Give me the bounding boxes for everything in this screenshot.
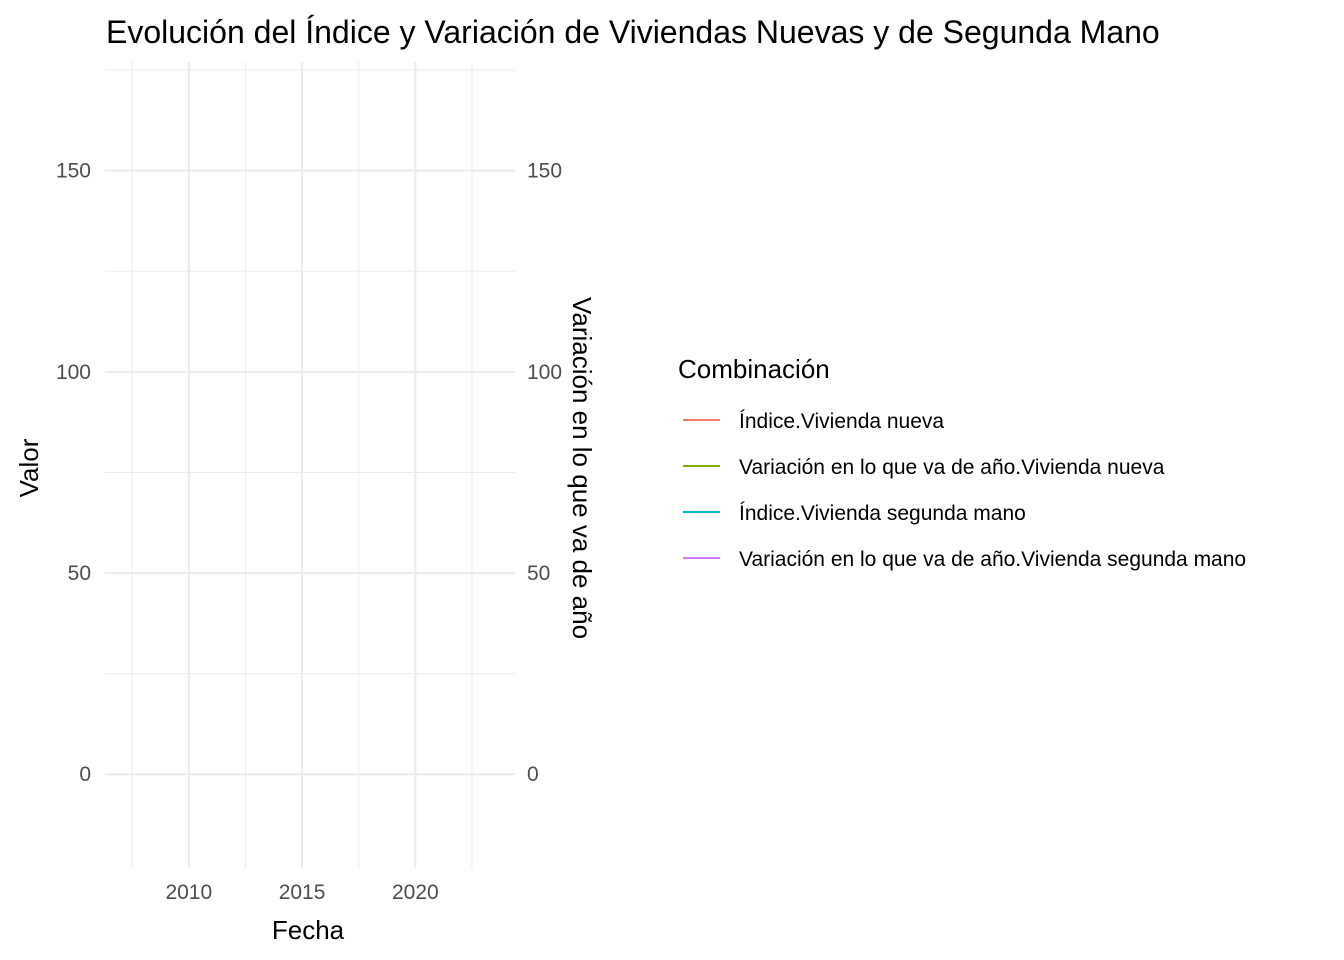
legend: Combinación Índice.Vivienda nueva Variaci… (678, 354, 1246, 571)
y2-axis-title: Variación en lo que va de año (567, 297, 597, 639)
legend-label: Variación en lo que va de año.Vivienda s… (739, 548, 1246, 571)
legend-entry: Índice.Vivienda nueva (683, 410, 944, 433)
x-axis-title: Fecha (272, 915, 345, 945)
y-tick-label: 50 (68, 562, 91, 585)
grid-minor (105, 62, 515, 868)
y2-tick-label: 150 (527, 160, 562, 183)
y-axis-title: Valor (14, 438, 44, 497)
x-tick-label: 2020 (392, 881, 439, 904)
y2-tick-label: 50 (527, 562, 550, 585)
chart-title: Evolución del Índice y Variación de Vivi… (106, 14, 1160, 50)
legend-entries: Índice.Vivienda nueva Variación en lo que… (683, 410, 1246, 571)
y2-tick-label: 100 (527, 361, 562, 384)
y-tick-label: 150 (56, 160, 91, 183)
y-axis-ticks: 0 50 100 150 (56, 160, 91, 787)
legend-entry: Índice.Vivienda segunda mano (683, 502, 1026, 525)
x-axis-ticks: 2010 2015 2020 (165, 881, 438, 904)
y-tick-label: 100 (56, 361, 91, 384)
x-tick-label: 2010 (165, 881, 212, 904)
legend-label: Variación en lo que va de año.Vivienda n… (739, 456, 1165, 479)
legend-label: Índice.Vivienda segunda mano (739, 502, 1026, 525)
legend-label: Índice.Vivienda nueva (739, 410, 944, 433)
y-tick-label: 0 (79, 763, 91, 786)
x-tick-label: 2015 (279, 881, 326, 904)
y2-axis-ticks: 0 50 100 150 (527, 160, 562, 787)
legend-entry: Variación en lo que va de año.Vivienda n… (683, 456, 1165, 479)
grid-major (105, 62, 515, 868)
y2-tick-label: 0 (527, 763, 539, 786)
plot-panel (105, 62, 515, 868)
legend-title: Combinación (678, 354, 830, 384)
legend-entry: Variación en lo que va de año.Vivienda s… (683, 548, 1246, 571)
